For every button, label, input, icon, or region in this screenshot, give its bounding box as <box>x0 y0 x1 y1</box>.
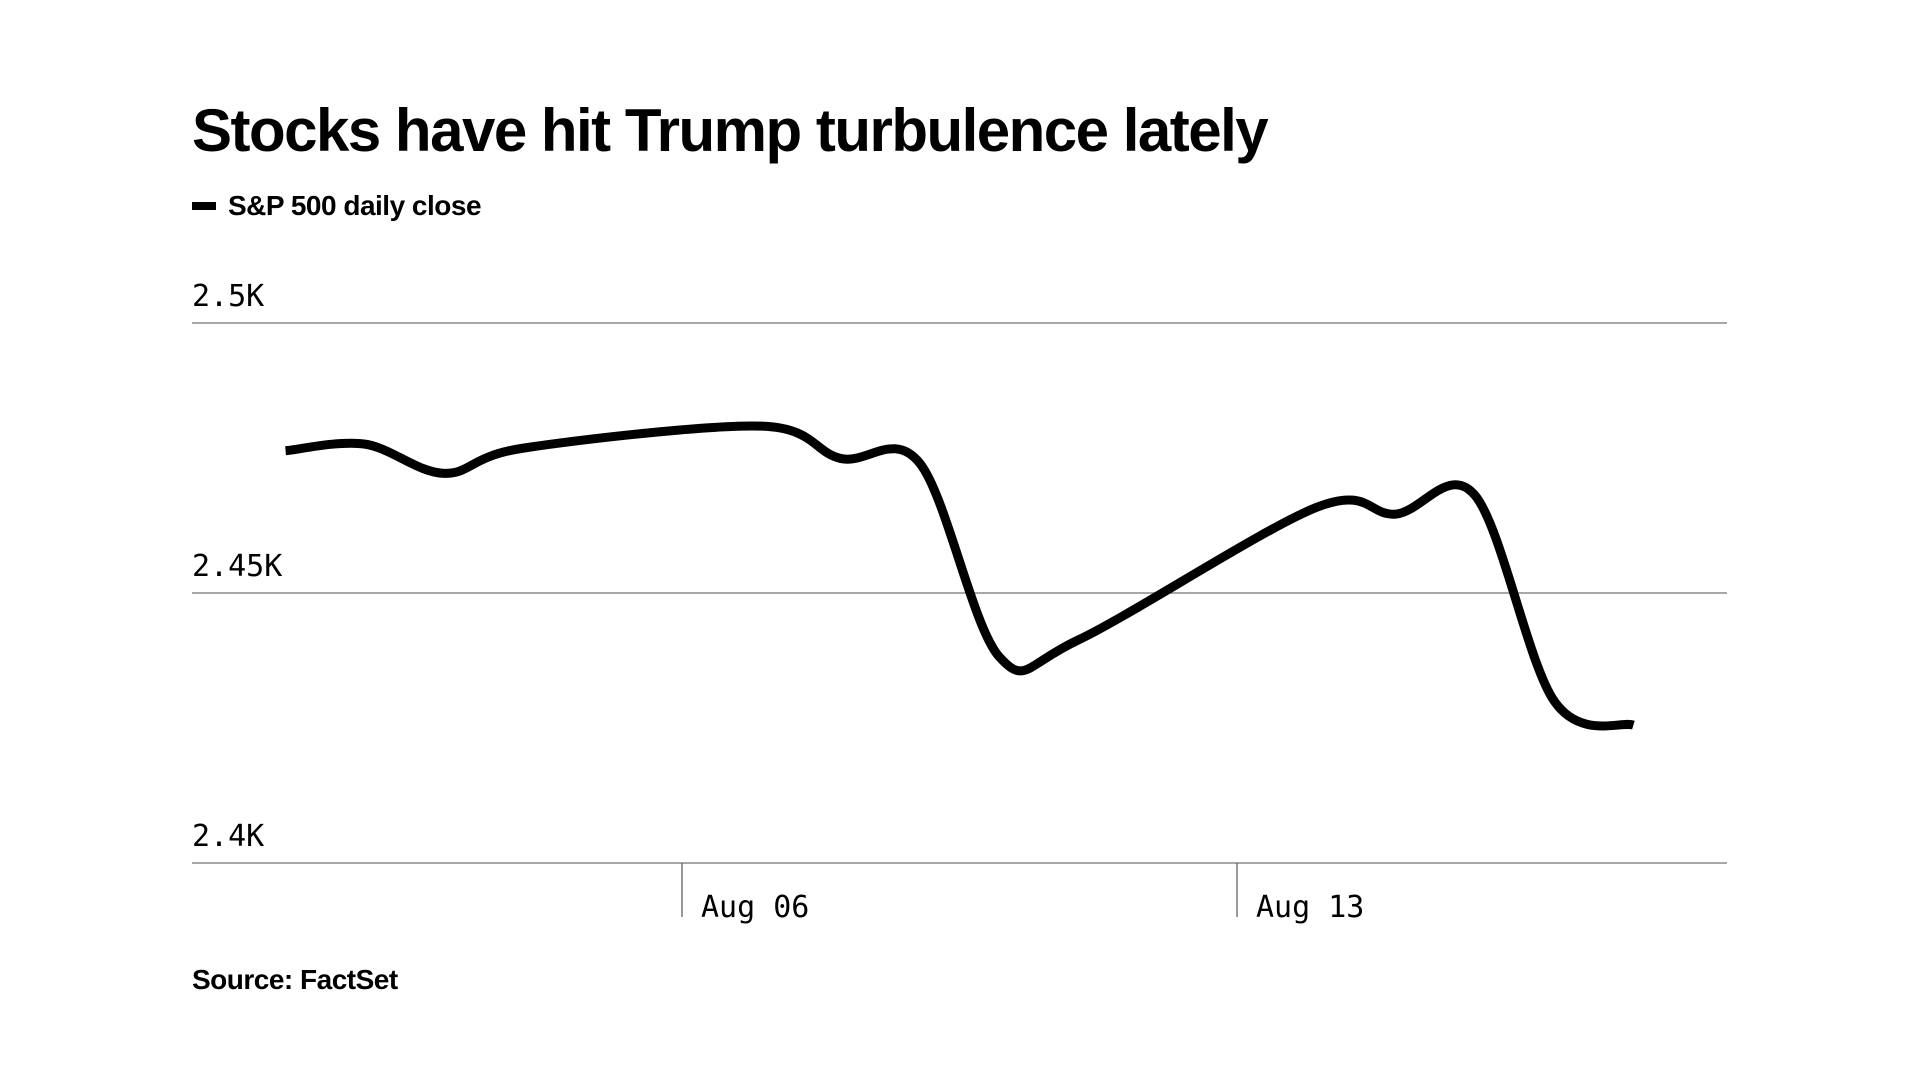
series-line-sp500 <box>285 421 1635 731</box>
y-tick-label: 2.4K <box>192 819 264 854</box>
chart-title: Stocks have hit Trump turbulence lately <box>192 97 1269 164</box>
y-tick-label: 2.5K <box>192 279 264 314</box>
legend-swatch <box>192 202 216 210</box>
x-tick-label: Aug 13 <box>1256 890 1364 925</box>
y-tick-label: 2.45K <box>192 549 282 584</box>
legend-label: S&P 500 daily close <box>228 190 482 221</box>
x-tick-label: Aug 06 <box>701 890 809 925</box>
source-note: Source: FactSet <box>192 964 398 995</box>
legend: S&P 500 daily close <box>192 190 482 222</box>
